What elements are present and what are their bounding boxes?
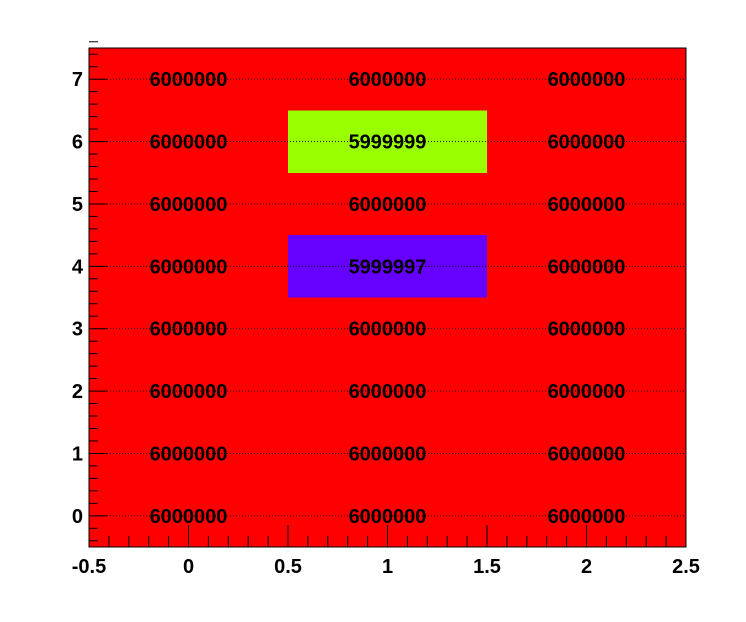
cell-value-label: 6000000 [548, 132, 626, 154]
x-tick-label: 2 [581, 556, 592, 578]
cell-value-label: 6000000 [150, 69, 228, 91]
cell-value-label: 5999997 [349, 256, 427, 278]
heatmap-cells [89, 48, 686, 547]
cell-value-label: 6000000 [548, 256, 626, 278]
y-tick-label: 2 [72, 381, 83, 403]
y-tick-label: 4 [72, 256, 84, 278]
axes: -0.5 0 0.5 1 1.5 2 2.5 0 1 2 3 4 5 6 7 [72, 41, 700, 578]
heatmap-cell [288, 359, 487, 423]
heatmap-cell [487, 422, 686, 485]
cell-value-label: 6000000 [349, 194, 427, 216]
cell-value-label: 6000000 [150, 506, 228, 528]
gridlines [89, 78, 686, 517]
cell-value-label: 6000000 [548, 69, 626, 91]
cell-value-label: 6000000 [548, 194, 626, 216]
cell-value-label: 6000000 [150, 194, 228, 216]
y-tick-label: 0 [72, 506, 83, 528]
heatmap-cell [487, 235, 686, 298]
y-tick-label: 3 [72, 319, 83, 341]
y-tick-label: 5 [72, 194, 83, 216]
heatmap-cell [487, 110, 686, 173]
cell-labels: 6000000 6000000 6000000 6000000 6000000 60000… [150, 69, 626, 528]
x-tick-label: 1 [382, 556, 393, 578]
y-tick-label: 1 [72, 443, 83, 465]
x-tick-label: 0.5 [274, 556, 302, 578]
heatmap-cell [288, 48, 487, 111]
cell-value-label: 6000000 [548, 443, 626, 465]
cell-value-label: 6000000 [150, 132, 228, 154]
cell-value-label: 6000000 [349, 381, 427, 403]
cell-value-label: 6000000 [150, 256, 228, 278]
y-tick-label: 6 [72, 132, 83, 154]
cell-value-label: 6000000 [548, 381, 626, 403]
x-tick-label: 2.5 [672, 556, 700, 578]
cell-value-label: 6000000 [349, 443, 427, 465]
heatmap-cell [487, 172, 686, 236]
heatmap-cell [487, 359, 686, 423]
cell-value-label: 6000000 [349, 69, 427, 91]
cell-value-label: 6000000 [548, 319, 626, 341]
x-tick-label: -0.5 [72, 556, 106, 578]
heatmap-cell [487, 297, 686, 360]
cell-value-label: 6000000 [150, 443, 228, 465]
x-tick-label: 0 [183, 556, 194, 578]
cell-value-label: 6000000 [548, 506, 626, 528]
heatmap-cell [288, 172, 487, 236]
cell-value-label: 6000000 [150, 381, 228, 403]
heatmap-cell [288, 422, 487, 485]
y-tick-label: 7 [72, 69, 83, 91]
cell-value-label: 6000000 [349, 319, 427, 341]
x-tick-label: 1.5 [473, 556, 501, 578]
heatmap-cell [288, 235, 487, 298]
heatmap-cell [487, 48, 686, 111]
cell-value-label: 6000000 [150, 319, 228, 341]
cell-value-label: 5999999 [349, 132, 427, 154]
heatmap-cell [288, 110, 487, 173]
heatmap-cell [288, 297, 487, 360]
cell-value-label: 6000000 [349, 506, 427, 528]
